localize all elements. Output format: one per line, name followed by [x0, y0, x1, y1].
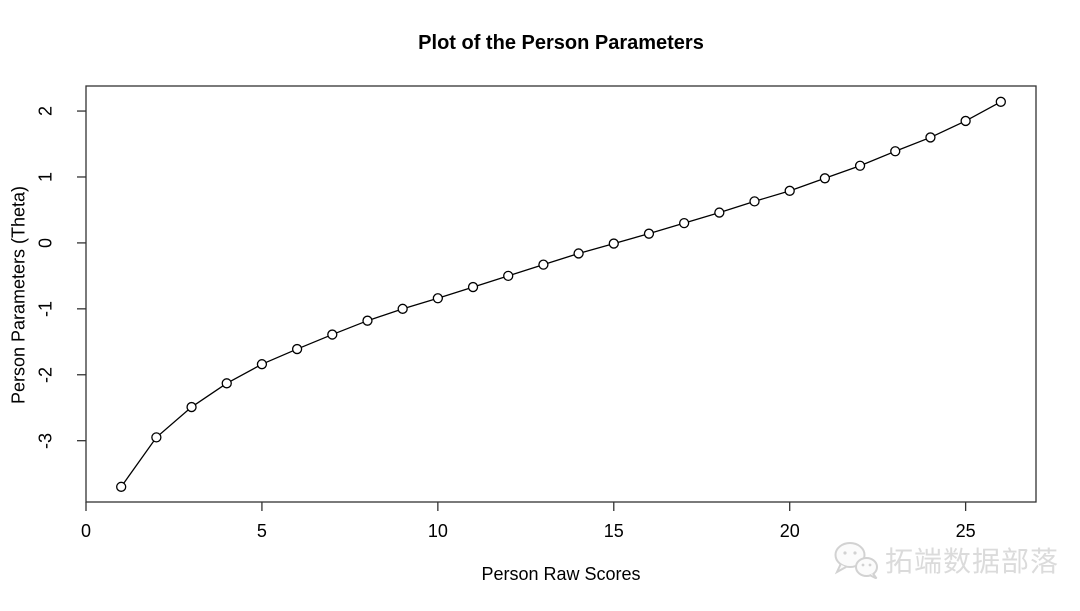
data-point — [995, 96, 1006, 107]
watermark: 拓端数据部落 — [833, 540, 1059, 580]
data-point — [960, 115, 971, 127]
data-point — [819, 173, 831, 184]
data-point — [538, 259, 549, 270]
data-point — [714, 207, 725, 218]
data-point — [291, 343, 303, 355]
data-point — [503, 270, 514, 282]
wechat-icon — [834, 542, 878, 579]
data-point — [678, 217, 690, 229]
y-tick-label: -3 — [35, 432, 56, 449]
y-tick-label: -1 — [35, 300, 56, 317]
x-axis-label: Person Raw Scores — [481, 564, 641, 584]
series-line — [120, 101, 1002, 488]
y-tick-label: 2 — [35, 106, 56, 117]
data-point — [221, 378, 232, 389]
data-point — [467, 281, 479, 293]
watermark-text: 拓端数据部落 — [885, 546, 1060, 577]
data-point — [573, 248, 584, 259]
data-point — [890, 146, 901, 157]
x-tick-label: 20 — [779, 521, 800, 541]
data-point — [432, 293, 444, 304]
data-point — [327, 329, 338, 340]
y-tick-label: 0 — [35, 237, 56, 248]
y-axis-label: Person Parameters (Theta) — [8, 185, 29, 405]
data-point — [749, 196, 760, 207]
y-tick-label: 1 — [35, 171, 56, 182]
data-point — [608, 238, 619, 249]
data-point — [256, 359, 268, 370]
x-tick-label: 5 — [256, 521, 267, 541]
x-tick-label: 25 — [955, 521, 976, 541]
data-point — [362, 315, 373, 326]
data-point — [151, 432, 162, 443]
x-tick-label: 0 — [80, 521, 92, 541]
plot-frame — [85, 85, 1037, 503]
x-tick-label: 15 — [603, 521, 624, 541]
data-point — [854, 160, 866, 171]
data-point — [643, 228, 655, 239]
data-point — [186, 401, 197, 413]
data-point — [397, 303, 408, 314]
y-tick-label: -2 — [35, 366, 56, 383]
data-point — [925, 132, 936, 143]
chart-title: Plot of the Person Parameters — [418, 32, 704, 54]
data-point — [784, 185, 795, 196]
data-point — [116, 481, 127, 492]
x-tick-label: 10 — [427, 521, 448, 541]
